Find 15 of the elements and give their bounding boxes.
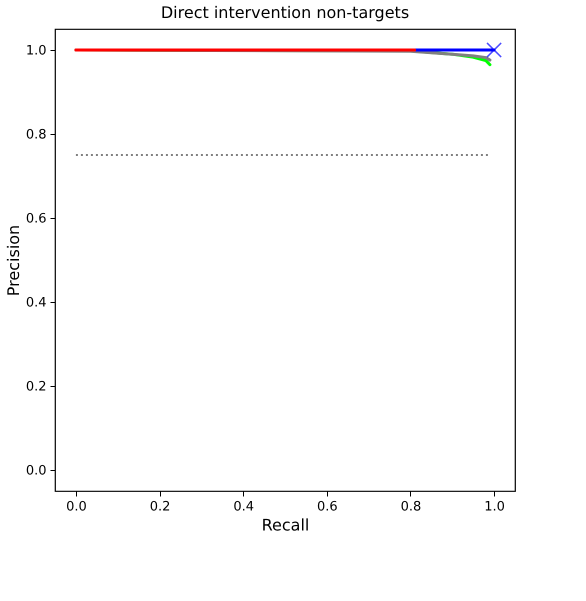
x-tick-label: 0.8 bbox=[400, 500, 422, 514]
y-tick-label: 0.0 bbox=[26, 464, 46, 478]
x-tick-label: 0.6 bbox=[316, 500, 338, 514]
y-tick-label: 0.6 bbox=[26, 212, 46, 226]
y-tick-label: 0.8 bbox=[26, 128, 46, 142]
y-tick-label: 0.4 bbox=[26, 296, 46, 310]
x-tick-label: 1.0 bbox=[484, 500, 505, 514]
x-tick-label: 0.0 bbox=[66, 500, 87, 514]
y-tick-label: 1.0 bbox=[26, 44, 46, 58]
y-axis-title: Precision bbox=[4, 224, 23, 296]
x-tick-label: 0.2 bbox=[150, 500, 170, 514]
chart-title: Direct intervention non-targets bbox=[160, 3, 410, 22]
x-tick-label: 0.4 bbox=[233, 500, 254, 514]
x-axis-title: Recall bbox=[262, 516, 310, 534]
y-tick-label: 0.2 bbox=[26, 380, 46, 394]
